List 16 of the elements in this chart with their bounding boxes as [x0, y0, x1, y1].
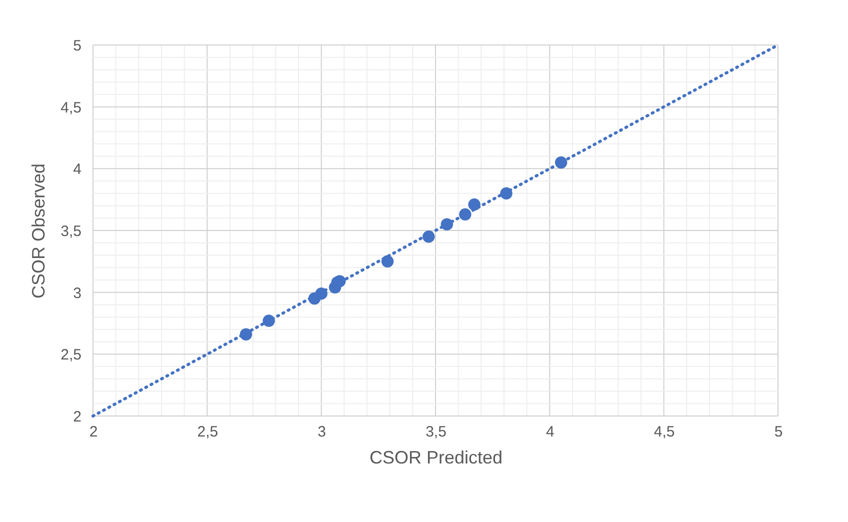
x-tick-label: 2,5	[197, 424, 218, 440]
x-tick-label: 3,5	[426, 424, 446, 440]
x-tick-label: 3	[318, 424, 326, 440]
x-axis-title: CSOR Predicted	[369, 448, 503, 468]
x-tick-label: 2	[89, 424, 98, 440]
y-axis-title: CSOR Observed	[28, 163, 49, 299]
y-tick-label: 4	[73, 161, 82, 178]
y-tick-label: 2,5	[60, 346, 82, 364]
y-tick-label: 4,5	[60, 99, 82, 116]
y-tick-label: 2	[73, 408, 82, 426]
y-tick-label: 3,5	[60, 223, 82, 240]
x-tick-label: 4	[546, 424, 554, 440]
x-tick-label: 5	[774, 424, 783, 440]
y-tick-label: 3	[73, 284, 82, 302]
y-tick-label: 5	[73, 38, 82, 54]
x-tick-label: 4,5	[654, 424, 675, 440]
